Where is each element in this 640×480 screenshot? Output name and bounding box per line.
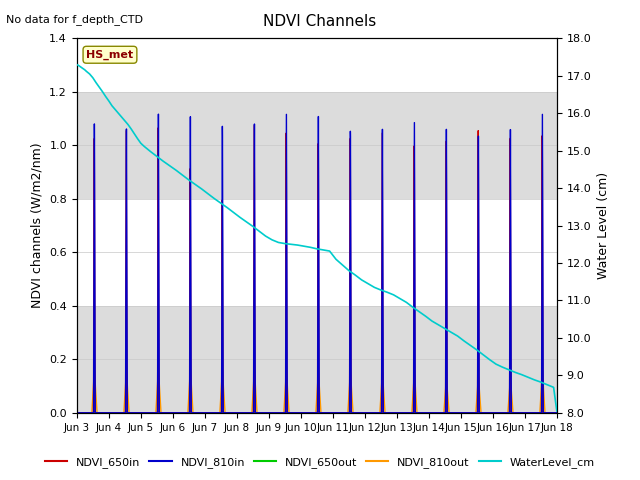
Y-axis label: NDVI channels (W/m2/nm): NDVI channels (W/m2/nm) <box>31 143 44 309</box>
Bar <box>77 306 557 413</box>
Text: No data for f_depth_CTD: No data for f_depth_CTD <box>6 14 143 25</box>
Y-axis label: Water Level (cm): Water Level (cm) <box>597 172 610 279</box>
Text: NDVI Channels: NDVI Channels <box>264 14 376 29</box>
Legend: NDVI_650in, NDVI_810in, NDVI_650out, NDVI_810out, WaterLevel_cm: NDVI_650in, NDVI_810in, NDVI_650out, NDV… <box>40 452 600 472</box>
Bar <box>77 92 557 199</box>
Text: HS_met: HS_met <box>86 49 134 60</box>
